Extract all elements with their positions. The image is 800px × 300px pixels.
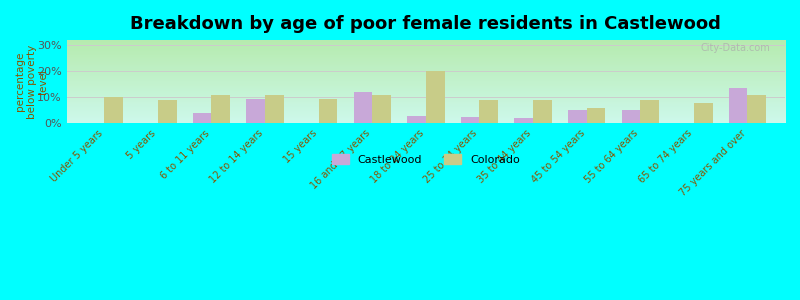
Bar — [104, 97, 123, 123]
Bar — [640, 100, 659, 123]
Y-axis label: percentage
below poverty
level: percentage below poverty level — [15, 45, 48, 119]
Bar — [193, 113, 211, 123]
Bar — [461, 117, 479, 123]
Bar — [246, 99, 265, 123]
Bar — [729, 88, 747, 123]
Title: Breakdown by age of poor female residents in Castlewood: Breakdown by age of poor female resident… — [130, 15, 722, 33]
Bar — [533, 100, 552, 123]
Legend: Castlewood, Colorado: Castlewood, Colorado — [328, 150, 524, 169]
Bar — [514, 118, 533, 123]
Bar — [354, 92, 372, 123]
Bar — [426, 71, 445, 123]
Bar — [622, 110, 640, 123]
Bar — [211, 95, 230, 123]
Text: City-Data.com: City-Data.com — [701, 43, 770, 52]
Bar — [265, 95, 284, 123]
Bar — [158, 100, 177, 123]
Bar — [568, 110, 586, 123]
Bar — [479, 100, 498, 123]
Bar — [747, 95, 766, 123]
Bar — [372, 95, 391, 123]
Bar — [586, 108, 606, 123]
Bar — [407, 116, 426, 123]
Bar — [318, 99, 338, 123]
Bar — [694, 103, 713, 123]
